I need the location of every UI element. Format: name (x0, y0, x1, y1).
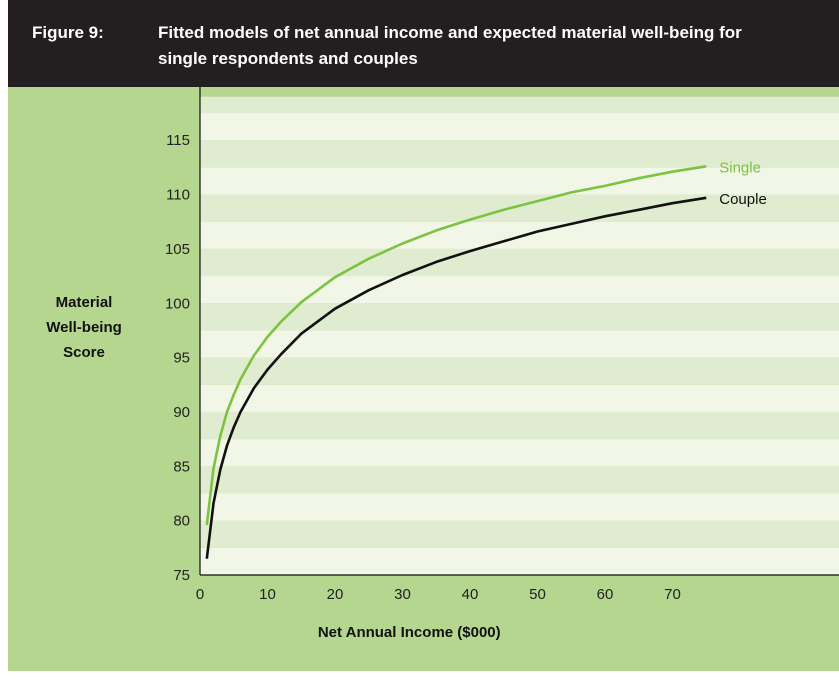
grid-band (200, 384, 839, 412)
grid-band (200, 140, 839, 168)
grid-band (200, 357, 839, 385)
grid-band (200, 248, 839, 277)
series-line-single (205, 165, 707, 526)
x-tick-label: 70 (664, 586, 681, 603)
figure-title: Fitted models of net annual income and e… (158, 23, 742, 68)
y-tick-label: 110 (166, 187, 190, 204)
y-tick-label: 115 (166, 132, 190, 149)
series-label-single: Single (719, 159, 761, 176)
y-axis-title: Material Well-being Score (46, 294, 122, 361)
x-tick-label: 30 (394, 586, 411, 603)
grid-band (200, 194, 839, 222)
grid-band (200, 276, 839, 304)
grid-band (200, 303, 839, 331)
grid-band (200, 439, 839, 467)
y-tick-label: 90 (173, 404, 190, 421)
grid-band (200, 330, 839, 358)
y-tick-label: 85 (173, 458, 190, 475)
series-line-couple (205, 196, 707, 559)
figure-label: Figure 9: (32, 23, 104, 42)
x-tick-label: 10 (259, 586, 276, 603)
grid-band (200, 113, 839, 141)
grid-band (200, 167, 839, 195)
grid-band (200, 466, 839, 494)
grid-band (200, 411, 839, 440)
x-tick-label: 60 (597, 586, 614, 603)
y-tick-label: 105 (165, 241, 190, 258)
figure-panel: Figure 9: Fitted models of net annual in… (8, 0, 839, 671)
x-tick-label: 50 (529, 586, 546, 603)
y-tick-label: 95 (173, 350, 190, 367)
x-axis-title: Net Annual Income ($000) (318, 624, 501, 641)
x-tick-label: 0 (196, 586, 204, 603)
grid-band (200, 221, 839, 249)
grid-band (200, 96, 839, 114)
grid-band (200, 547, 839, 575)
grid-band (200, 520, 839, 548)
x-tick-label: 40 (462, 586, 479, 603)
y-tick-label: 75 (173, 567, 190, 584)
chart: 75 80 85 90 95 100 105 110 115 0 10 20 30 40 50 60 70 Net… (46, 87, 839, 641)
series-label-couple: Couple (719, 191, 767, 208)
x-tick-label: 20 (327, 586, 344, 603)
grid-band (200, 493, 839, 521)
figure-header: Figure 9: Fitted models of net annual in… (8, 0, 839, 87)
y-tick-label: 100 (165, 295, 190, 312)
y-tick-label: 80 (173, 513, 190, 530)
